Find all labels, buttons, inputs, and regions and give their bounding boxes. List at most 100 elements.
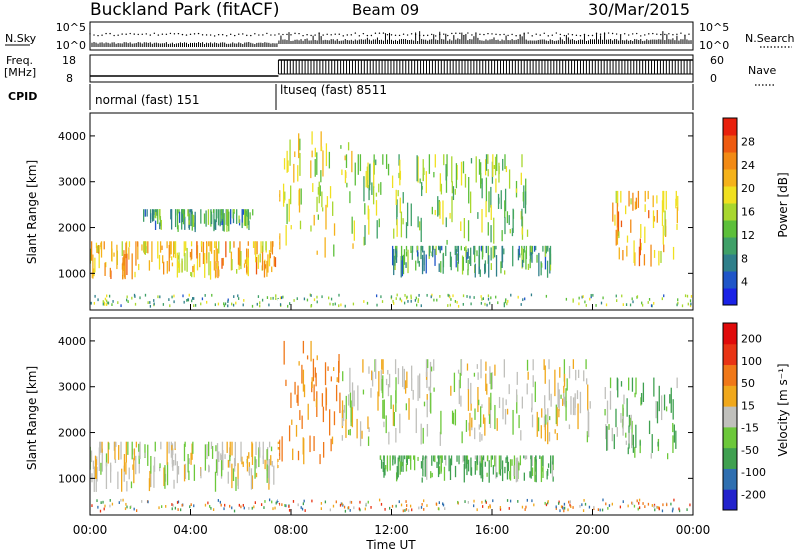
nsearch-dot <box>225 35 228 37</box>
nsearch-dot <box>475 32 477 34</box>
nsearch-dot <box>398 34 401 37</box>
velocity-panel-frame <box>89 317 694 516</box>
nsearch-dot <box>615 33 618 35</box>
velocity-colorbar: 200 100 50 15 -15 -50 -100 -200 <box>722 322 766 511</box>
nsearch-dot <box>652 32 654 35</box>
colorbar-segment <box>723 220 737 238</box>
colorbar-segment <box>723 237 737 255</box>
colorbar-tick-label: 200 <box>741 333 762 346</box>
nsearch-dot <box>422 34 425 37</box>
y-tick-label: 3000 <box>58 381 86 394</box>
nsearch-dot <box>591 34 594 37</box>
nsearch-dot <box>406 34 409 36</box>
colorbar-tick-label: 4 <box>741 276 748 289</box>
nsearch-dot <box>157 34 160 36</box>
power-panel-frame <box>89 112 694 311</box>
nsearch-dot <box>330 34 332 36</box>
date-label: 30/Mar/2015 <box>588 0 690 19</box>
nsearch-dot <box>603 33 606 35</box>
nsearch-dot <box>439 33 441 36</box>
colorbar-tick-label: 16 <box>741 206 755 219</box>
nsearch-dot <box>310 34 312 37</box>
nsearch-dot <box>334 33 336 35</box>
nsearch-dot <box>165 33 168 35</box>
freq-panel: Freq. [MHz] 18 8 60 0 Nave <box>4 54 776 86</box>
power-y-ticks: 1000 2000 3000 4000 <box>58 130 693 280</box>
nsearch-dot <box>314 34 316 36</box>
nsearch-dot <box>463 35 465 37</box>
nsearch-dot <box>109 32 111 35</box>
nsearch-dot <box>611 32 614 35</box>
nsearch-dot <box>575 34 578 37</box>
colorbar-tick-label: 20 <box>741 182 755 195</box>
nsearch-dot <box>507 34 509 37</box>
nsearch-dot <box>459 32 461 35</box>
colorbar-tick-label: -15 <box>741 422 759 435</box>
noise-panel-frame <box>89 21 694 51</box>
nsearch-dot <box>374 32 377 34</box>
nsearch-dot <box>431 33 433 36</box>
colorbar-segment <box>723 152 737 170</box>
nsearch-dot <box>547 35 549 37</box>
nsearch-dot <box>640 35 642 37</box>
nsearch-dot <box>121 33 123 35</box>
y-tick-label: 2000 <box>58 427 86 440</box>
nsearch-dot <box>201 34 204 36</box>
nsearch-dot <box>105 32 107 35</box>
nsearch-dot <box>519 34 521 36</box>
nsearch-dot <box>660 33 662 36</box>
y-tick-label: 2000 <box>58 222 86 235</box>
nsearch-dot <box>101 34 103 36</box>
x-tick-label: 00:00 <box>676 523 711 537</box>
nsearch-dot <box>302 34 304 37</box>
nsearch-dot <box>197 32 200 35</box>
power-panel: 1000 2000 3000 4000 Slant Range [km] 4 8 12 16… <box>25 112 790 311</box>
velocity-y-label: Slant Range [km] <box>25 366 39 470</box>
velocity-y-ticks: 1000 2000 3000 4000 <box>58 335 693 485</box>
nsearch-dot <box>161 33 164 35</box>
nsearch-dot <box>543 32 545 34</box>
nsearch-dot <box>656 33 658 35</box>
noise-traces <box>89 31 692 47</box>
nsearch-dot <box>290 34 292 36</box>
nsearch-dot <box>262 34 264 36</box>
nsearch-dot <box>354 32 357 34</box>
nsearch-dot <box>246 34 248 37</box>
nsearch-dot <box>531 35 533 37</box>
nsearch-dot <box>402 33 405 35</box>
nsearch-dot <box>418 34 421 37</box>
colorbar-segment <box>723 364 737 386</box>
nsearch-dot <box>125 33 127 35</box>
nsearch-dot <box>567 33 570 35</box>
nsearch-dot <box>451 32 453 35</box>
noise-right-tick-bottom: 10^0 <box>699 39 729 52</box>
colorbar-segment <box>723 406 737 428</box>
nave-tick-top: 60 <box>710 54 724 67</box>
freq-tick-bottom: 8 <box>66 72 73 85</box>
nsearch-dot <box>563 34 566 37</box>
nsearch-dot <box>595 32 598 35</box>
nsearch-dot <box>205 34 208 36</box>
power-colorbar-label: Power [dB] <box>776 172 790 237</box>
colorbar-frame <box>722 117 738 306</box>
colorbar-frame <box>722 322 738 511</box>
nsearch-dot <box>137 33 139 36</box>
nsearch-dot <box>636 32 638 35</box>
nsearch-dot <box>133 33 135 35</box>
colorbar-segment <box>723 343 737 366</box>
nsearch-dot <box>346 34 348 36</box>
x-tick-label: 12:00 <box>374 523 409 537</box>
nsearch-dot <box>358 35 361 37</box>
colorbar-segment <box>723 203 737 221</box>
nsearch-dot <box>209 34 212 36</box>
nsearch-dot <box>426 34 429 37</box>
cpid-label: CPID <box>8 90 37 103</box>
nsearch-dot <box>149 34 151 36</box>
nsearch-dot <box>217 34 220 36</box>
nsearch-dot <box>129 32 131 35</box>
colorbar-tick-label: 15 <box>741 399 755 412</box>
nsky-label: N.Sky <box>5 32 37 45</box>
nsearch-dot <box>539 34 541 36</box>
nsearch-dot <box>523 33 525 35</box>
nsearch-dot <box>193 33 196 35</box>
